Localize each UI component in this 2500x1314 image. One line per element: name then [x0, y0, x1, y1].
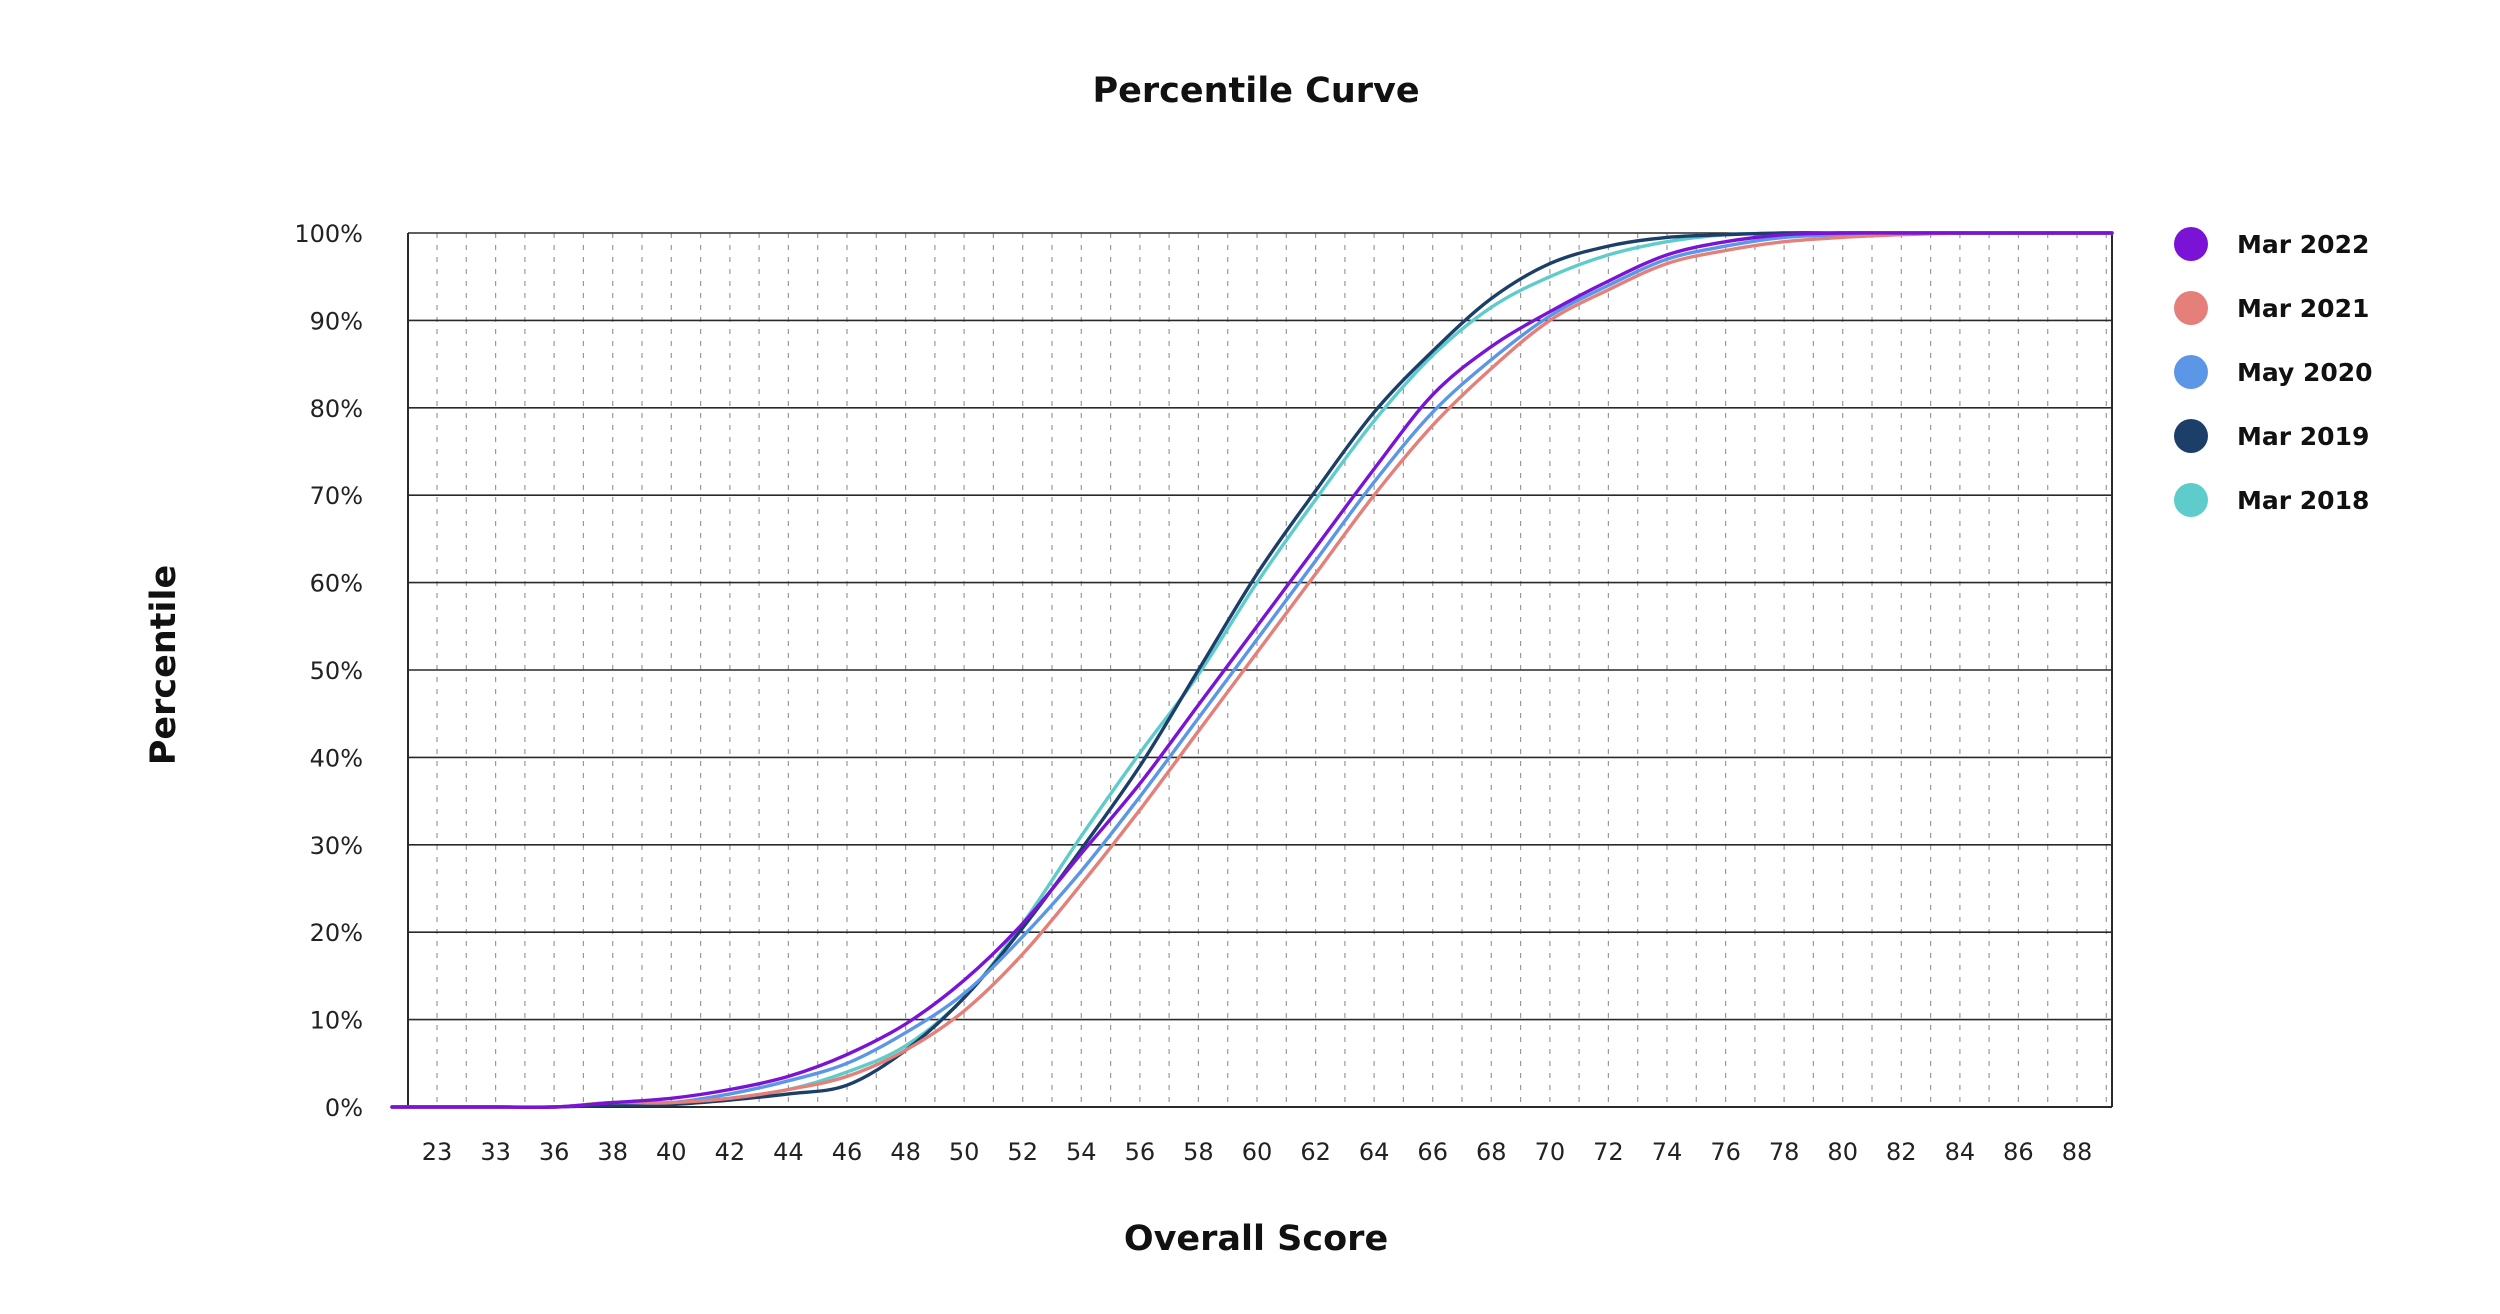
x-tick-label: 84: [1945, 1138, 1976, 1166]
tick-labels: 0% 10% 20% 30% 40% 50% 60% 70% 80% 90% 100% 23 33 36 3…: [294, 220, 2092, 1166]
legend-swatch: [2174, 419, 2208, 453]
x-tick-label: 78: [1769, 1138, 1800, 1166]
x-tick-label: 44: [773, 1138, 804, 1166]
legend: Mar 2022 Mar 2021 May 2020 Mar 2019 Mar 2018: [2174, 227, 2373, 517]
series-line-mar-2022: [390, 231, 2114, 1110]
legend-swatch: [2174, 227, 2208, 261]
x-tick-label: 64: [1359, 1138, 1390, 1166]
x-tick-label: 56: [1125, 1138, 1156, 1166]
x-tick-label: 58: [1183, 1138, 1214, 1166]
legend-item-mar-2018: Mar 2018: [2174, 483, 2369, 517]
legend-label: Mar 2022: [2237, 230, 2369, 259]
x-tick-label: 72: [1593, 1138, 1624, 1166]
x-tick-label: 88: [2062, 1138, 2093, 1166]
x-tick-label: 62: [1300, 1138, 1331, 1166]
series-line-mar-2021: [390, 231, 2114, 1110]
x-tick-label: 74: [1652, 1138, 1683, 1166]
legend-label: Mar 2019: [2237, 422, 2369, 451]
y-tick-label: 40%: [310, 744, 363, 772]
legend-label: Mar 2018: [2237, 486, 2369, 515]
legend-swatch: [2174, 291, 2208, 325]
series-lines: [390, 231, 2114, 1110]
x-tick-label: 33: [480, 1138, 511, 1166]
y-tick-label: 60%: [310, 570, 363, 598]
x-tick-label: 80: [1827, 1138, 1858, 1166]
y-tick-label: 0%: [325, 1094, 363, 1122]
x-tick-label: 54: [1066, 1138, 1097, 1166]
y-axis-title: Percentile: [144, 565, 184, 766]
y-tick-label: 10%: [310, 1007, 363, 1035]
y-tick-label: 70%: [310, 482, 363, 510]
x-tick-label: 50: [949, 1138, 980, 1166]
legend-swatch: [2174, 483, 2208, 517]
legend-item-mar-2021: Mar 2021: [2174, 291, 2369, 325]
legend-swatch: [2174, 355, 2208, 389]
legend-item-may-2020: May 2020: [2174, 355, 2373, 389]
y-tick-label: 80%: [310, 395, 363, 423]
y-tick-label: 20%: [310, 919, 363, 947]
y-tick-label: 50%: [310, 657, 363, 685]
x-tick-label: 70: [1535, 1138, 1566, 1166]
x-tick-label: 40: [656, 1138, 687, 1166]
x-tick-label: 48: [890, 1138, 921, 1166]
legend-label: Mar 2021: [2237, 294, 2369, 323]
x-tick-label: 23: [422, 1138, 453, 1166]
legend-item-mar-2022: Mar 2022: [2174, 227, 2369, 261]
x-tick-label: 46: [832, 1138, 863, 1166]
y-tick-label: 30%: [310, 832, 363, 860]
x-tick-label: 42: [715, 1138, 746, 1166]
x-tick-label: 82: [1886, 1138, 1917, 1166]
x-tick-label: 52: [1007, 1138, 1038, 1166]
x-axis-title: Overall Score: [1124, 1219, 1388, 1259]
x-tick-label: 68: [1476, 1138, 1507, 1166]
x-tick-label: 38: [597, 1138, 628, 1166]
x-tick-label: 86: [2003, 1138, 2034, 1166]
x-tick-label: 76: [1710, 1138, 1741, 1166]
y-tick-label: 90%: [310, 307, 363, 335]
x-tick-label: 36: [539, 1138, 570, 1166]
x-tick-label: 66: [1417, 1138, 1448, 1166]
x-tick-label: 60: [1242, 1138, 1273, 1166]
chart-title: Percentile Curve: [1092, 71, 1419, 111]
y-tick-label: 100%: [294, 220, 363, 248]
axes: [392, 233, 2113, 1108]
legend-item-mar-2019: Mar 2019: [2174, 419, 2369, 453]
legend-label: May 2020: [2237, 358, 2373, 387]
